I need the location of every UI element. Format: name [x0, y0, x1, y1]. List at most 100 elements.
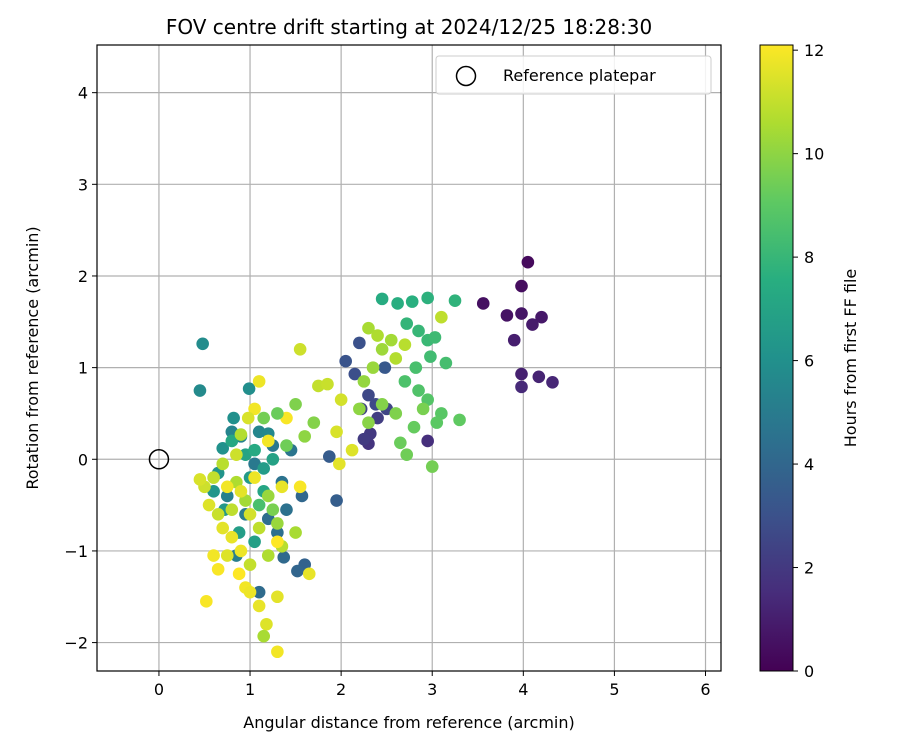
data-point [293, 480, 307, 494]
data-point [271, 517, 284, 530]
data-point [252, 375, 266, 388]
data-point [435, 310, 448, 324]
colorbar-tick-label: 2 [804, 559, 814, 578]
data-point [271, 645, 284, 659]
data-point [412, 324, 425, 338]
data-point [257, 411, 271, 425]
legend-label: Reference platepar [503, 66, 656, 85]
data-point [232, 567, 246, 581]
data-point [345, 443, 359, 457]
data-point [405, 295, 419, 308]
data-point [400, 317, 414, 330]
data-point [439, 356, 453, 370]
data-point [515, 279, 528, 293]
x-tick-label: 3 [427, 680, 437, 699]
colorbar-tick-label: 4 [804, 455, 814, 474]
y-tick-label: 3 [78, 175, 88, 194]
data-point [234, 428, 248, 441]
data-point [207, 471, 220, 484]
data-point [207, 549, 220, 562]
colorbar-tick-label: 8 [804, 248, 814, 267]
data-point [242, 382, 256, 396]
data-point [291, 564, 304, 578]
data-point [521, 255, 535, 269]
data-point [241, 411, 255, 425]
data-point [430, 416, 444, 429]
data-point [243, 507, 257, 521]
data-point [362, 321, 375, 335]
data-point [371, 329, 384, 342]
data-point [216, 457, 230, 471]
data-point [353, 402, 366, 416]
chart-title: FOV centre drift starting at 2024/12/25 … [166, 15, 652, 39]
data-point [257, 462, 271, 475]
y-axis-label: Rotation from reference (arcmin) [23, 226, 42, 489]
data-point [261, 434, 275, 448]
data-point [416, 402, 430, 416]
data-point [248, 471, 261, 484]
data-point [257, 629, 271, 643]
data-point [425, 460, 439, 473]
data-point [293, 342, 307, 356]
data-point [526, 318, 539, 331]
colorbar-tick-label: 12 [804, 41, 824, 60]
legend: Reference platepar [435, 55, 712, 95]
data-point [532, 370, 546, 384]
colorbar-ticks: 0 2 4 6 8 10 12 [793, 41, 824, 681]
reference-point-marker [148, 449, 170, 470]
data-point [271, 407, 284, 420]
data-point [412, 384, 425, 397]
data-point [448, 294, 462, 308]
data-point [378, 361, 392, 374]
data-point [500, 309, 514, 322]
data-point [252, 521, 266, 535]
data-point [271, 590, 284, 604]
data-point [389, 407, 403, 420]
data-point [230, 448, 243, 461]
data-point [211, 562, 225, 576]
y-tick-label: 4 [78, 84, 88, 103]
data-point [391, 297, 404, 310]
y-tick-label: 0 [78, 450, 88, 469]
data-point [398, 375, 412, 388]
data-point [330, 494, 343, 507]
colorbar: 0 2 4 6 8 10 12 Hours from first FF file [759, 41, 860, 681]
data-point [424, 350, 437, 363]
colorbar-tick-label: 6 [804, 352, 814, 371]
data-point [216, 441, 230, 455]
data-point [243, 558, 257, 571]
data-point [252, 498, 266, 512]
data-point [535, 310, 548, 324]
data-points [148, 255, 559, 659]
data-point [260, 617, 273, 631]
data-point [196, 337, 209, 351]
data-point [193, 473, 207, 486]
x-tick-label: 2 [336, 680, 346, 699]
data-point [252, 599, 266, 613]
data-point [357, 432, 371, 446]
data-point [302, 567, 316, 581]
data-point [515, 380, 528, 394]
data-point [220, 489, 234, 503]
x-tick-label: 6 [700, 680, 710, 699]
data-point [515, 367, 528, 381]
data-point [289, 397, 302, 411]
data-point [321, 377, 334, 391]
y-tick-label: 1 [78, 359, 88, 378]
data-point [322, 450, 336, 463]
data-point [375, 292, 389, 306]
data-point [394, 436, 407, 450]
x-axis: 0 1 2 3 4 5 6 [154, 671, 711, 699]
data-point [227, 411, 240, 425]
data-point [220, 549, 234, 562]
data-point [202, 498, 216, 512]
colorbar-tick-label: 10 [804, 145, 824, 164]
data-point [362, 416, 375, 429]
data-point [428, 331, 442, 344]
data-point [225, 434, 239, 448]
data-point [280, 439, 293, 452]
data-point [243, 585, 257, 599]
y-axis: −2 −1 0 1 2 3 4 [64, 84, 97, 653]
data-point [398, 338, 412, 352]
